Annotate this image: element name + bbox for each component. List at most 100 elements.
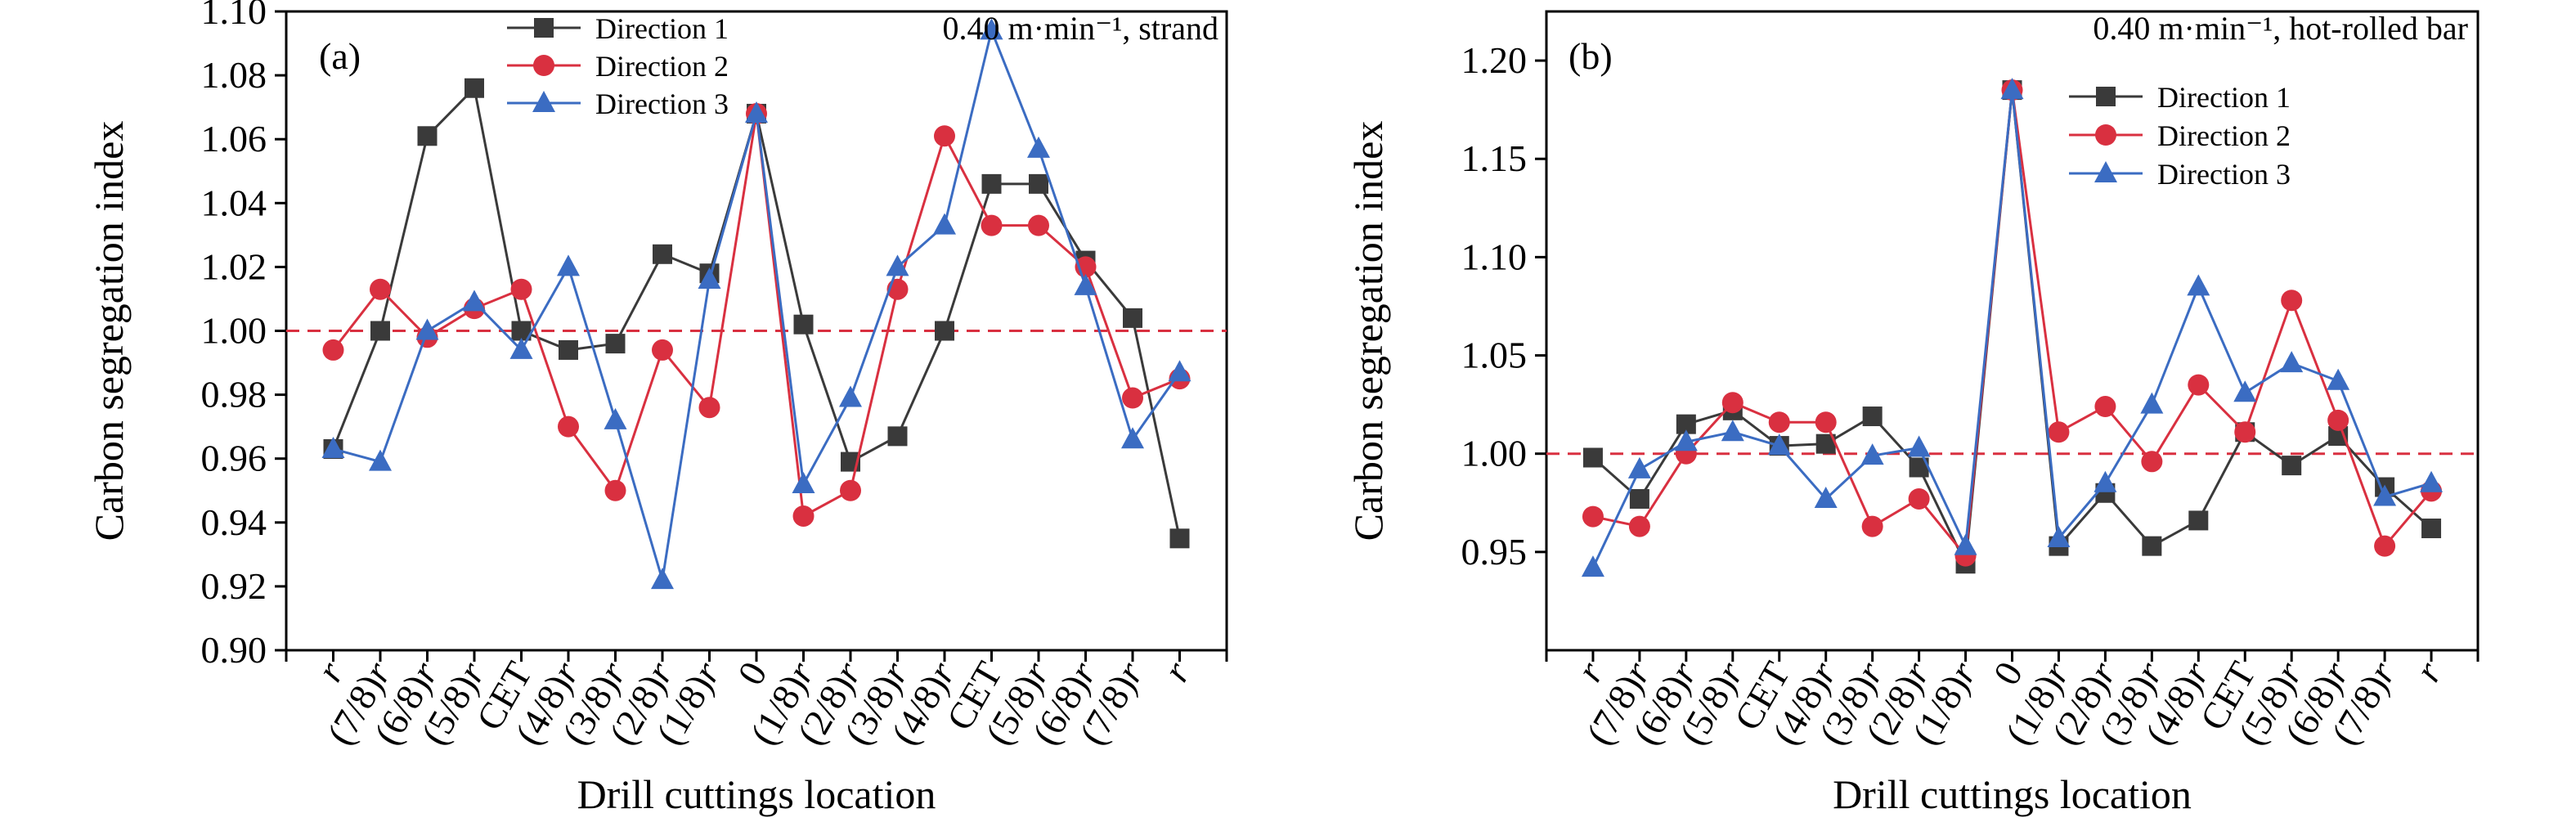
data-point <box>2047 526 2071 548</box>
data-point <box>1122 387 1143 409</box>
panel-label: (b) <box>1568 35 1613 77</box>
y-tick-label: 1.00 <box>201 310 267 352</box>
data-point <box>1908 487 1930 510</box>
x-axis-title: Drill cuttings location <box>577 771 936 817</box>
data-point <box>417 126 438 146</box>
data-point <box>1628 515 1650 537</box>
data-point <box>1582 447 1603 468</box>
data-point <box>1121 427 1144 449</box>
data-point <box>559 339 578 360</box>
data-point <box>1123 308 1142 328</box>
data-point <box>2187 274 2210 296</box>
legend-label: Direction 1 <box>2157 81 2291 114</box>
annotation: 0.40 m·min⁻¹, strand <box>942 10 1218 47</box>
legend-label: Direction 3 <box>595 88 729 120</box>
x-tick-label: r <box>2407 654 2451 689</box>
data-point <box>1815 411 1837 433</box>
data-point <box>981 214 1003 236</box>
legend: Direction 1 Direction 2 Direction 3 <box>507 12 729 120</box>
y-tick-label: 1.05 <box>1461 335 1528 376</box>
legend-marker <box>534 18 554 38</box>
legend-marker <box>532 91 555 112</box>
data-point <box>557 254 580 276</box>
series-1 <box>323 78 1190 549</box>
data-point <box>1674 429 1698 451</box>
data-point <box>1027 136 1050 158</box>
data-point <box>840 479 861 501</box>
data-point <box>509 337 533 359</box>
data-point <box>510 278 532 300</box>
series-line <box>1592 89 2433 559</box>
series-3 <box>1581 78 2444 577</box>
data-point <box>464 78 484 98</box>
y-tick-label: 0.95 <box>1461 531 1528 573</box>
y-tick-label: 1.06 <box>201 118 267 159</box>
data-point <box>1861 515 1883 537</box>
data-point <box>2142 536 2162 556</box>
data-point <box>2140 392 2164 414</box>
data-point <box>2188 510 2209 531</box>
data-point <box>2000 78 2024 100</box>
annotation: 0.40 m·min⁻¹, hot-rolled bar <box>2093 10 2468 47</box>
data-point <box>2234 421 2256 443</box>
series-line <box>1591 89 2433 568</box>
data-point <box>604 407 627 429</box>
data-point <box>2188 374 2210 396</box>
legend-label: Direction 2 <box>2157 119 2291 152</box>
data-point <box>605 334 626 354</box>
data-point <box>2280 351 2304 373</box>
data-point <box>1582 505 1604 528</box>
data-point <box>1029 173 1048 194</box>
data-point <box>2373 484 2397 506</box>
data-point <box>698 397 720 419</box>
data-point <box>745 101 768 123</box>
data-point <box>322 339 344 361</box>
data-point <box>2374 535 2396 557</box>
data-point <box>653 244 672 264</box>
data-point <box>463 290 486 312</box>
series-2 <box>1582 79 2443 567</box>
legend-label: Direction 3 <box>2157 158 2291 191</box>
data-point <box>1168 360 1192 382</box>
data-point <box>1629 488 1649 509</box>
data-point <box>887 426 908 447</box>
panel-label: (a) <box>319 35 361 77</box>
chart-panel-a: 0.90 0.92 0.94 0.96 0.98 1.00 1.02 1.04 1.06 1.08… <box>86 0 1228 817</box>
data-point <box>2421 519 2442 539</box>
data-point <box>1862 407 1883 427</box>
data-point <box>839 385 862 407</box>
legend-marker <box>2095 124 2116 146</box>
data-point <box>2282 456 2302 476</box>
data-point <box>651 568 674 590</box>
data-point <box>604 479 626 501</box>
data-point <box>1768 411 1790 433</box>
y-tick-label: 0.94 <box>201 501 267 543</box>
data-point <box>792 505 815 527</box>
series-1 <box>1582 80 2442 574</box>
series-line <box>1591 89 2432 568</box>
data-point <box>935 321 954 341</box>
legend-marker <box>2094 161 2117 182</box>
chart-panel-b: 0.951.001.051.101.151.20r(7/8)r(6/8)r(5/… <box>1345 10 2480 817</box>
data-point <box>981 173 1002 194</box>
data-point <box>1814 486 1838 508</box>
legend-label: Direction 1 <box>595 12 729 45</box>
data-point <box>1860 443 1884 465</box>
data-point <box>1169 528 1190 549</box>
series-line <box>332 113 1181 519</box>
data-point <box>793 314 814 335</box>
data-point <box>980 18 1003 40</box>
data-point <box>2281 290 2303 312</box>
data-point <box>2141 451 2163 473</box>
y-tick-label: 0.96 <box>201 438 267 479</box>
legend: Direction 1 Direction 2 Direction 3 <box>2069 81 2291 191</box>
y-axis-title: Carbon segregation index <box>86 121 132 541</box>
data-point <box>1721 392 1744 414</box>
y-tick-label: 0.90 <box>201 629 267 671</box>
data-point <box>2048 421 2070 443</box>
data-point <box>1954 533 1977 555</box>
data-point <box>558 416 579 438</box>
data-point <box>369 449 392 471</box>
data-point <box>1767 433 1791 456</box>
